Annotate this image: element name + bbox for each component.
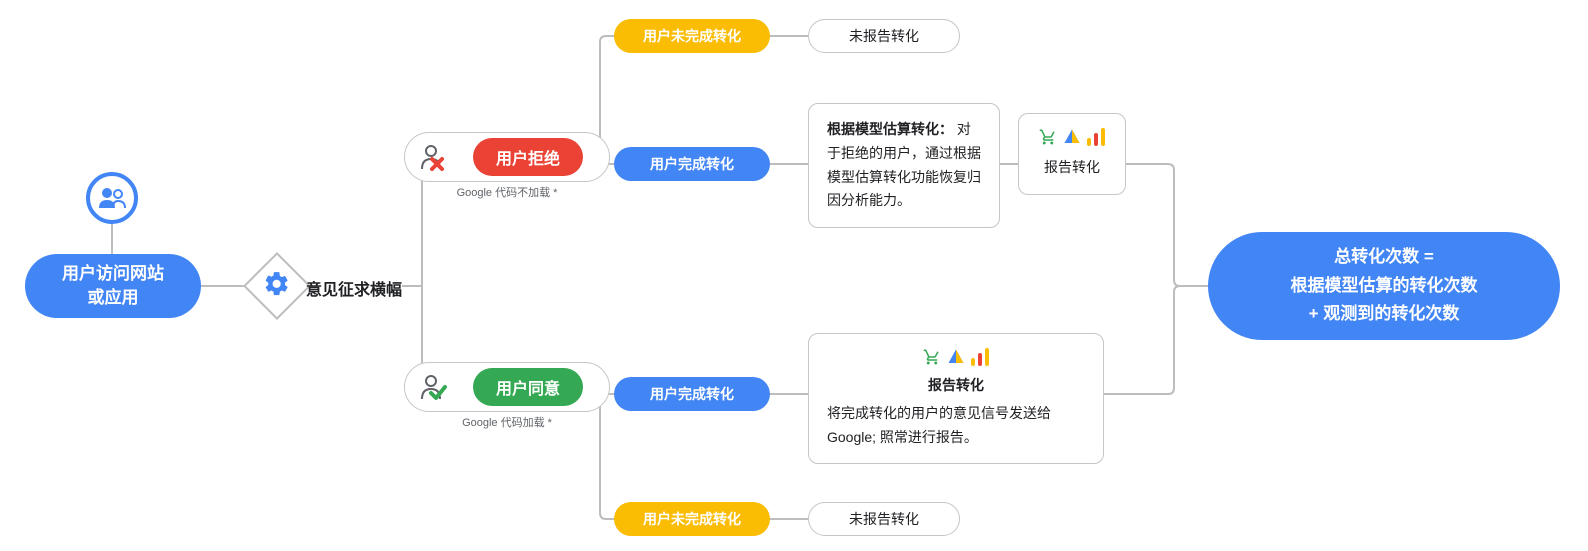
report-small-label: 报告转化 [1037,156,1107,180]
acc-conv-pill: 用户完成转化 [614,377,770,411]
not-reported-1: 未报告转化 [808,19,960,53]
accept-label: 用户同意 [496,375,560,399]
total-node: 总转化次数 = 根据模型估算的转化次数 + 观测到的转化次数 [1208,232,1560,340]
start-line1: 用户访问网站 [62,264,164,283]
dec-noconv-pill: 用户未完成转化 [614,19,770,53]
gear-diamond [253,262,301,310]
acc-noconv-pill: 用户未完成转化 [614,502,770,536]
total-line3: + 观测到的转化次数 [1309,304,1460,323]
total-line2: 根据模型估算的转化次数 [1291,276,1478,295]
report-big-card: 报告转化 将完成转化的用户的意见信号发送给 Google; 照常进行报告。 [808,333,1104,464]
not-reported-2: 未报告转化 [808,502,960,536]
decline-sub: Google 代码不加载 * [404,184,610,200]
not-reported-1-label: 未报告转化 [849,26,919,46]
user-accept-icon [419,373,447,401]
banner-label: 意见征求横幅 [306,276,402,300]
product-icons-big [827,348,1085,366]
decline-node: 用户拒绝 Google 代码不加载 * [404,132,610,200]
total-line1: 总转化次数 = [1334,247,1434,266]
modeled-card: 根据模型估算转化： 对于拒绝的用户，通过根据模型估算转化功能恢复归因分析能力。 [808,103,1000,228]
dec-conv-label: 用户完成转化 [650,154,734,174]
report-big-body: 将完成转化的用户的意见信号发送给 Google; 照常进行报告。 [827,402,1085,450]
accept-sub: Google 代码加载 * [404,414,610,430]
banner-text: 意见征求横幅 [306,282,402,299]
decline-label: 用户拒绝 [496,145,560,169]
acc-conv-label: 用户完成转化 [650,384,734,404]
dec-conv-pill: 用户完成转化 [614,147,770,181]
acc-noconv-label: 用户未完成转化 [643,509,741,529]
not-reported-2-label: 未报告转化 [849,509,919,529]
dec-noconv-label: 用户未完成转化 [643,26,741,46]
users-icon [86,172,138,224]
product-icons-small [1039,128,1105,146]
report-big-title: 报告转化 [827,374,1085,398]
start-line2: 或应用 [88,288,139,307]
report-small-card: 报告转化 [1018,113,1126,195]
user-decline-icon [419,143,447,171]
start-node: 用户访问网站 或应用 [25,254,201,318]
modeled-title: 根据模型估算转化： [827,121,953,137]
accept-node: 用户同意 Google 代码加载 * [404,362,610,430]
